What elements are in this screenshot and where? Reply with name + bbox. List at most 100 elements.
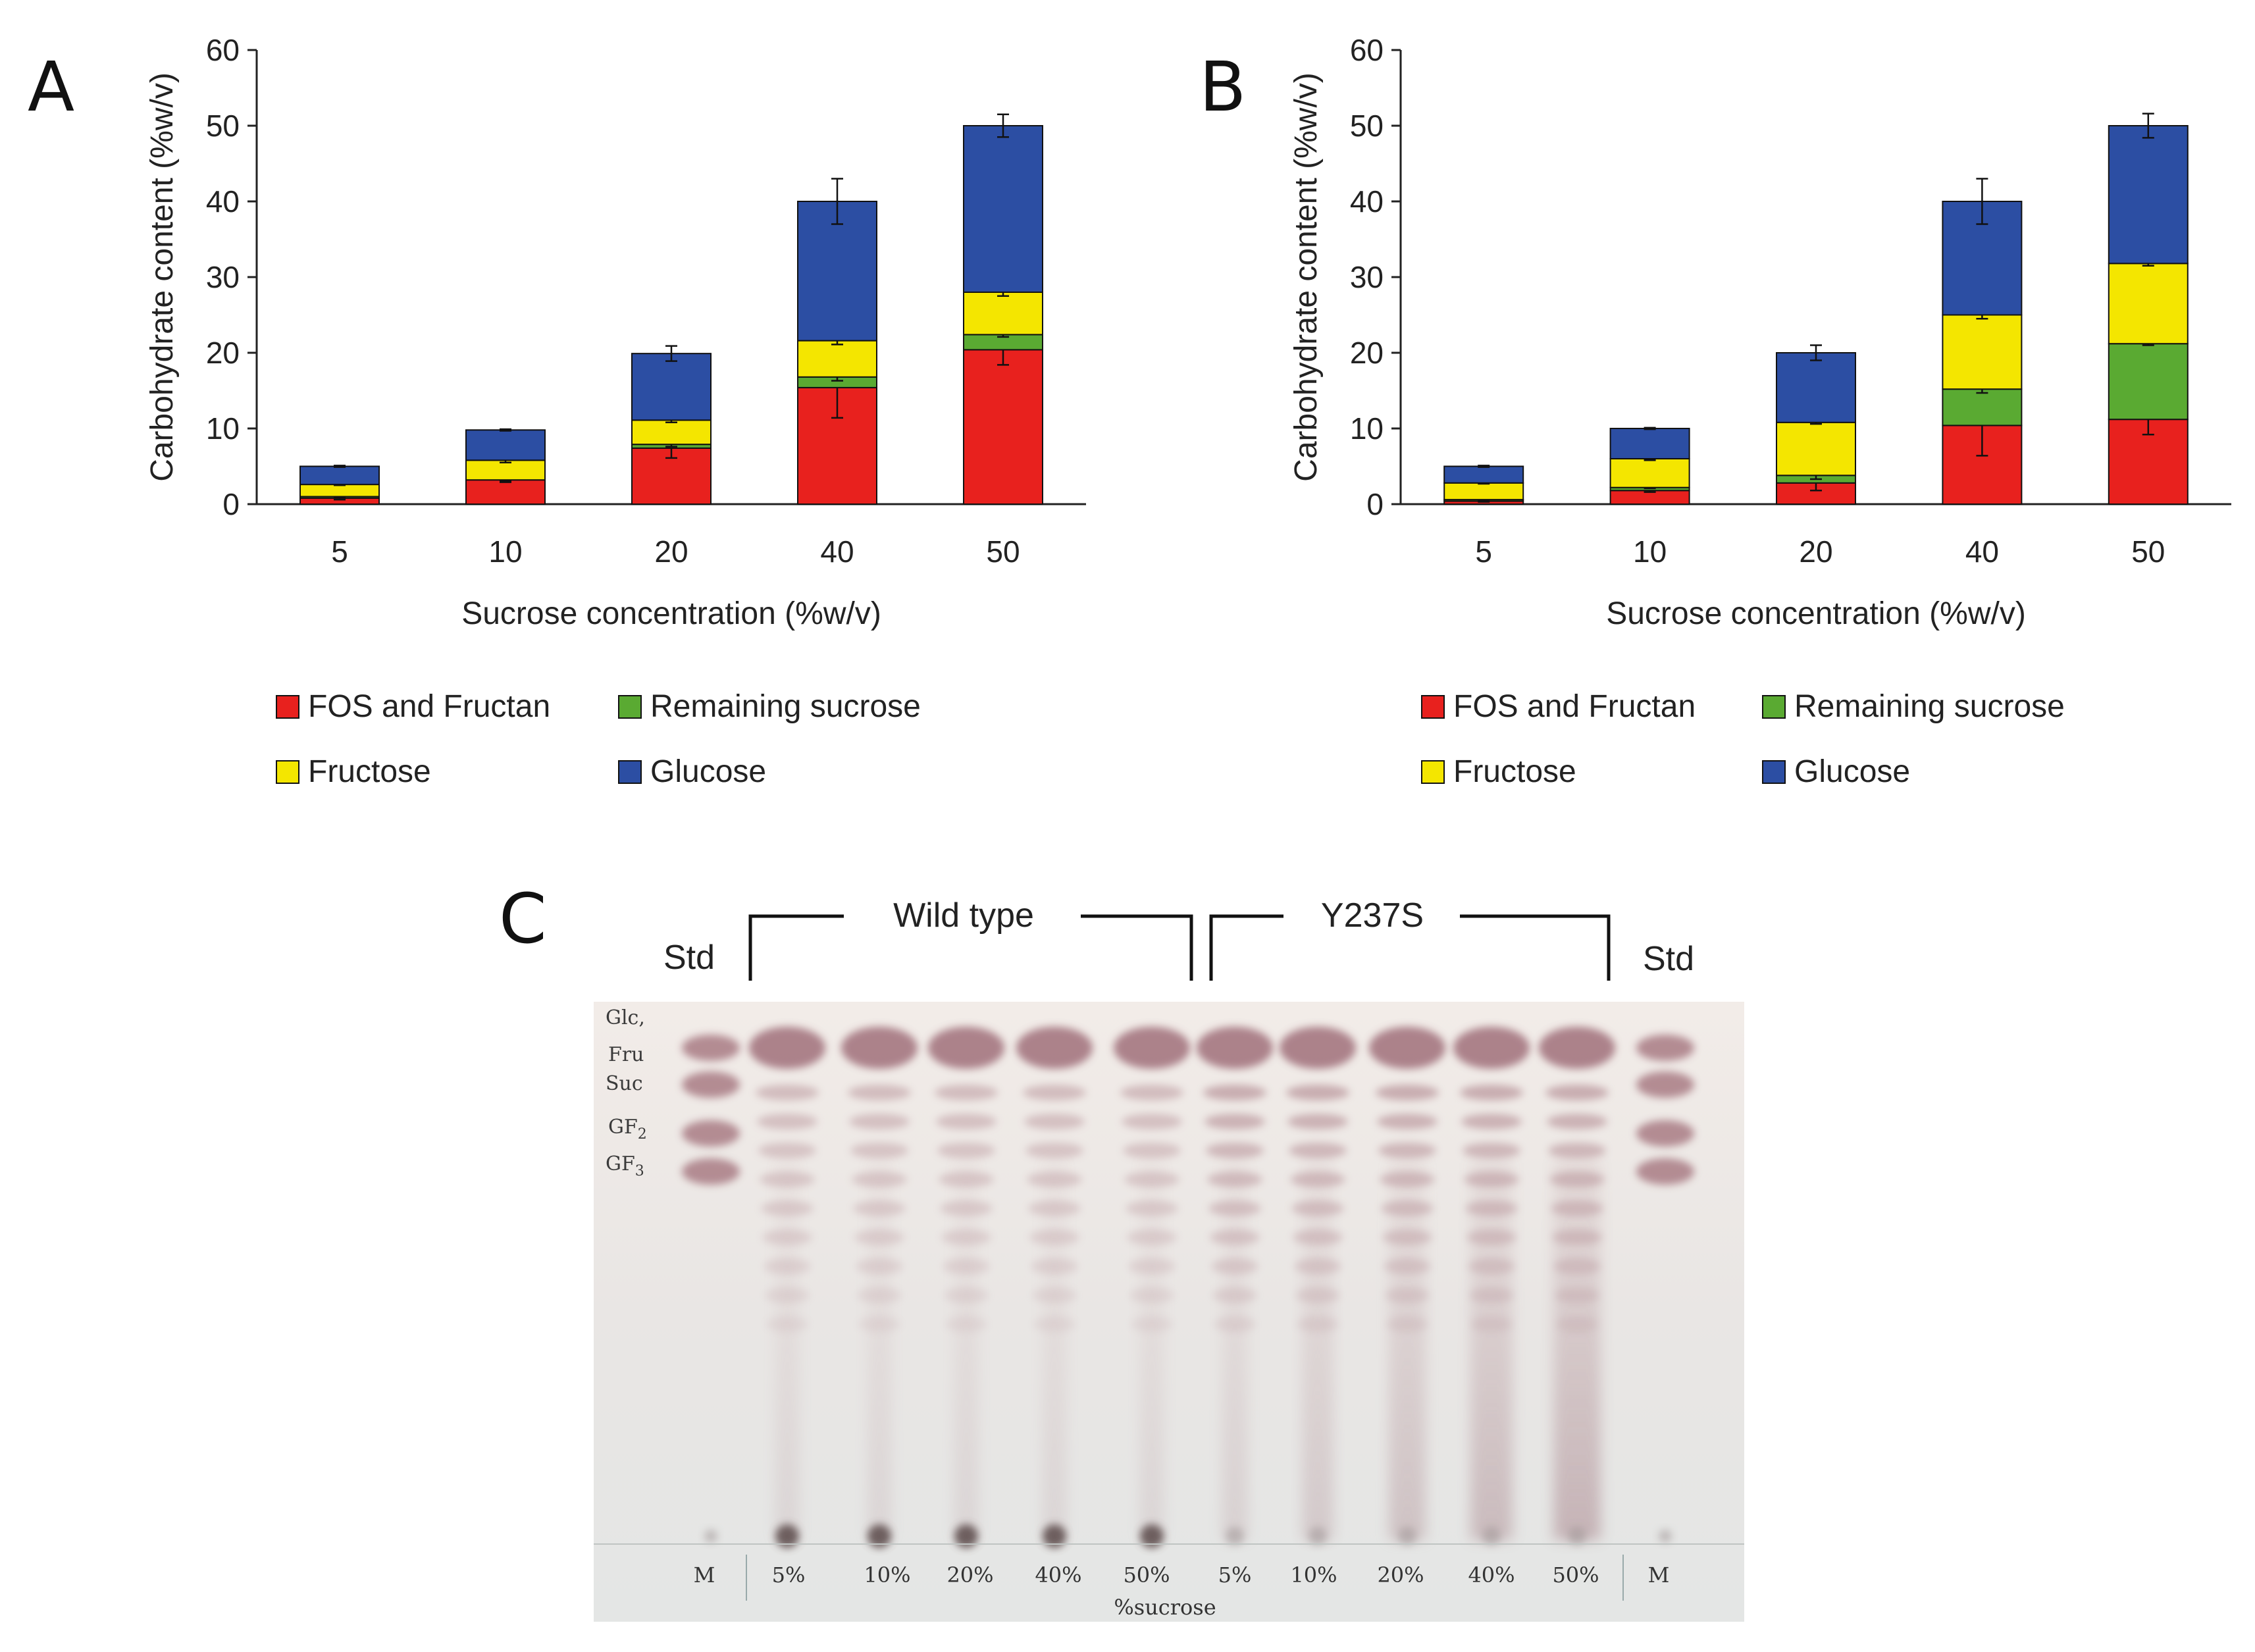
legend-item: Fructose bbox=[1421, 754, 1576, 789]
marker-gf3-base: GF bbox=[606, 1152, 635, 1175]
y-axis-title: Carbohydrate content (%w/v) bbox=[1289, 72, 1324, 482]
bar-segment bbox=[2108, 343, 2189, 421]
lane-label: 10% bbox=[864, 1562, 910, 1587]
tlc-lane bbox=[841, 1027, 918, 1548]
legend-label: FOS and Fructan bbox=[1453, 689, 1696, 724]
tlc-lane bbox=[682, 1035, 740, 1543]
lane-label: 5% bbox=[772, 1562, 806, 1587]
marker-gf2: GF2 bbox=[608, 1116, 647, 1143]
y-tick-label: 20 bbox=[1350, 336, 1384, 370]
panel-letter-c: C bbox=[499, 879, 547, 959]
tlc-lane bbox=[1197, 1027, 1273, 1545]
std-label-right: Std bbox=[1643, 940, 1694, 978]
error-bar bbox=[1810, 344, 1822, 361]
y-tick-label: 50 bbox=[206, 109, 240, 143]
lane-label: 40% bbox=[1035, 1562, 1081, 1587]
group-label-wild-type: Wild type bbox=[893, 896, 1034, 935]
chart-panel-b: B 0 10 20 30 40 50 60 5 10 20 40 50 Sucrose concentra… bbox=[1199, 33, 2231, 789]
y-tick-label: 20 bbox=[206, 336, 240, 370]
tlc-lane bbox=[1369, 1027, 1445, 1545]
lane-label: 50% bbox=[1552, 1562, 1599, 1587]
legend-swatch bbox=[1762, 760, 1786, 784]
bar-segment bbox=[1443, 482, 1524, 501]
y-tick-label: 30 bbox=[1350, 260, 1384, 294]
x-tick-label: 40 bbox=[820, 534, 854, 569]
chart-panel-a: A 0 10 20 30 40 50 60 5 10 20 40 50 Sucrose concentra… bbox=[28, 33, 1086, 789]
legend-swatch bbox=[276, 695, 299, 719]
y-tick-label: 10 bbox=[1350, 411, 1384, 446]
y-tick-label: 0 bbox=[1366, 487, 1384, 521]
bar-segment bbox=[631, 353, 712, 421]
error-bar bbox=[1976, 178, 1988, 225]
y-tick-label: 40 bbox=[206, 184, 240, 219]
x-tick-label: 5 bbox=[1475, 534, 1492, 569]
marker-gf3: GF3 bbox=[606, 1152, 644, 1179]
error-bar bbox=[334, 465, 346, 468]
legend-item: FOS and Fructan bbox=[276, 689, 550, 724]
bar-segment bbox=[963, 349, 1043, 505]
tlc-lane bbox=[1539, 1027, 1615, 1545]
chart-panel-c: C Std Std Wild type Y237S Glc, Fru Suc G… bbox=[499, 879, 1744, 1622]
x-tick-label: 10 bbox=[1633, 534, 1667, 569]
bar-segment bbox=[1609, 428, 1690, 459]
lane-label: 20% bbox=[946, 1562, 993, 1587]
tlc-lane bbox=[1636, 1035, 1694, 1543]
lane-label: 10% bbox=[1290, 1562, 1337, 1587]
lane-label: M bbox=[1648, 1562, 1670, 1587]
bar-segment bbox=[631, 419, 712, 446]
error-bar bbox=[2142, 113, 2154, 139]
x-tick-label: 50 bbox=[2131, 534, 2165, 569]
bar-segment bbox=[1942, 388, 2023, 426]
legend-item: Glucose bbox=[1762, 754, 1910, 789]
y-tick-label: 0 bbox=[222, 487, 240, 521]
legend-swatch bbox=[1762, 695, 1786, 719]
error-bar bbox=[665, 345, 677, 362]
marker-labels: Glc, Fru Suc GF2 GF3 bbox=[606, 1006, 647, 1179]
marker-gf3-sub: 3 bbox=[635, 1163, 644, 1179]
lane-label: 5% bbox=[1218, 1562, 1252, 1587]
lane-label: 20% bbox=[1377, 1562, 1424, 1587]
bar-segment bbox=[465, 459, 546, 481]
legend-swatch bbox=[1421, 695, 1445, 719]
legend-item: Fructose bbox=[276, 754, 431, 789]
sucrose-footer-label: %sucrose bbox=[1114, 1595, 1216, 1620]
legend-item: Glucose bbox=[618, 754, 766, 789]
legend-label: Remaining sucrose bbox=[1794, 689, 2065, 724]
panel-letter-a: A bbox=[28, 47, 74, 127]
error-bar bbox=[500, 428, 511, 432]
legend-label: FOS and Fructan bbox=[308, 689, 550, 724]
bar-segment bbox=[2108, 263, 2189, 345]
bar-segment bbox=[299, 484, 380, 498]
legend-label: Fructose bbox=[308, 754, 431, 789]
tlc-lane bbox=[928, 1027, 1004, 1548]
group-bracket-wild-type bbox=[748, 914, 1611, 981]
bar-segment bbox=[1942, 314, 2023, 390]
x-axis-title: Sucrose concentration (%w/v) bbox=[461, 596, 881, 631]
x-tick-label: 40 bbox=[1965, 534, 1999, 569]
y-axis-title: Carbohydrate content (%w/v) bbox=[145, 72, 180, 482]
bar-segment bbox=[1443, 465, 1524, 484]
tlc-lane bbox=[749, 1027, 825, 1548]
tlc-lane bbox=[1453, 1027, 1530, 1545]
x-tick-label: 20 bbox=[1799, 534, 1832, 569]
y-tick-label: 30 bbox=[206, 260, 240, 294]
legend-label: Glucose bbox=[650, 754, 766, 789]
bar-segment bbox=[299, 465, 380, 486]
legend-item: Remaining sucrose bbox=[618, 689, 921, 724]
legend-swatch bbox=[618, 760, 642, 784]
x-tick-label: 5 bbox=[331, 534, 348, 569]
bar-segment bbox=[1609, 458, 1690, 488]
panel-letter-b: B bbox=[1199, 47, 1246, 127]
tlc-lanes bbox=[682, 1027, 1694, 1548]
bar-segment bbox=[2108, 125, 2189, 265]
bar-segment bbox=[465, 479, 546, 505]
legend-label: Glucose bbox=[1794, 754, 1910, 789]
tlc-lane bbox=[1016, 1027, 1093, 1548]
marker-suc: Suc bbox=[606, 1072, 643, 1095]
legend-label: Fructose bbox=[1453, 754, 1576, 789]
marker-fru: Fru bbox=[608, 1043, 644, 1066]
legend-swatch bbox=[1421, 760, 1445, 784]
lane-labels: M 5% 10% 20% 40% 50% 5% 10% 20% 40% 50% M bbox=[694, 1562, 1670, 1587]
legend-item: FOS and Fructan bbox=[1421, 689, 1696, 724]
